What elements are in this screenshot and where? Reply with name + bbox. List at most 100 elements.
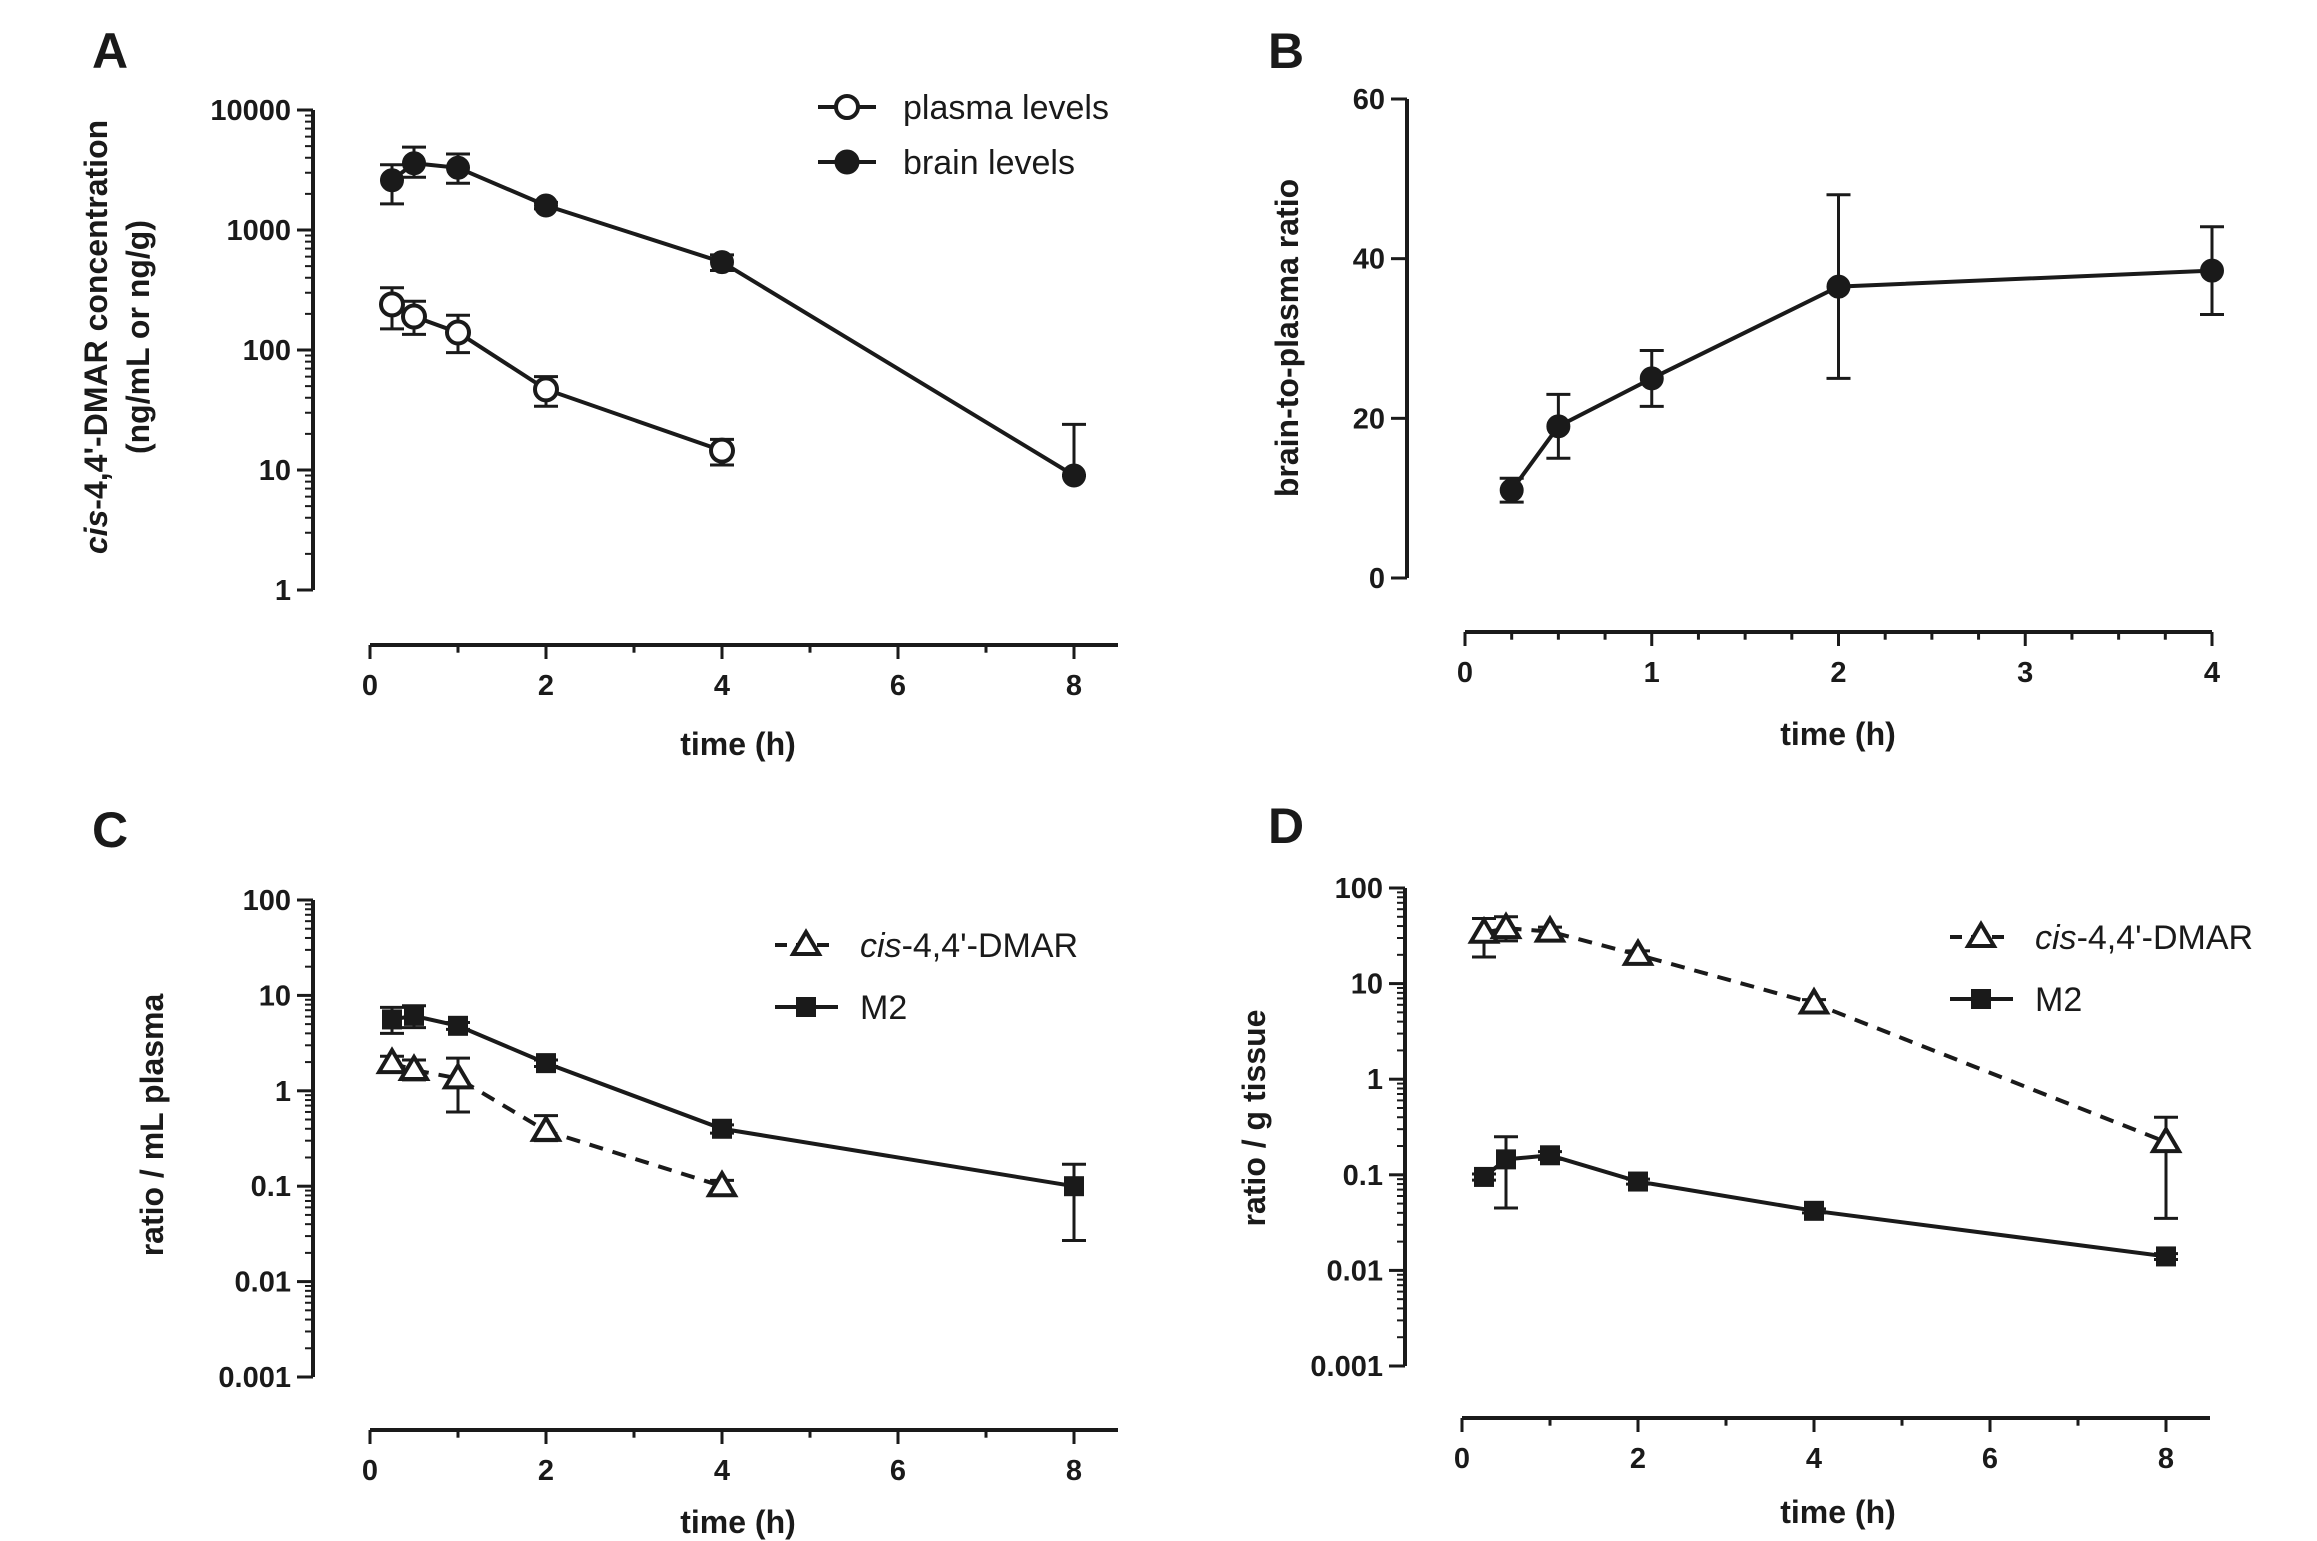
y-tick-label: 0.1	[251, 1171, 291, 1203]
legend-label-italic: cis	[2035, 919, 2077, 957]
x-axis-title: time (h)	[1780, 1494, 1896, 1530]
data-point-filled-circle	[1499, 478, 1524, 503]
data-point-open-triangle	[1797, 986, 1831, 1015]
series-line	[391, 1013, 1075, 1189]
y-tick-label: 100	[243, 885, 291, 917]
data-point-open-triangle	[2149, 1125, 2183, 1154]
data-point-open-triangle	[529, 1113, 563, 1142]
y-tick-label: 0	[1369, 563, 1385, 595]
data-point-filled-square	[448, 1015, 468, 1036]
x-tick-label: 0	[362, 1455, 378, 1487]
series-m2	[1472, 1135, 2178, 1267]
x-axis-title: time (h)	[680, 726, 796, 762]
y-axis: 0 20 40 60	[1353, 84, 1409, 595]
data-point-filled-square	[1804, 1200, 1824, 1221]
y-tick-label: 1000	[226, 215, 291, 247]
y-axis-title: ratio / g tissue	[1236, 1010, 1272, 1227]
panel-d: D 0 2 4 6 8 0.001 0.01 0.1 1 10 100 time (h) ratio…	[1236, 798, 2253, 1530]
x-tick-label: 2	[1830, 657, 1846, 689]
x-tick-label: 2	[538, 1455, 554, 1487]
data-point-filled-square	[1474, 1166, 1494, 1187]
y-tick-label: 20	[1353, 403, 1385, 435]
data-point-filled-square	[382, 1009, 402, 1030]
legend-filled-circle-marker	[834, 149, 860, 175]
legend-item-cis-dmar: cis-4,4'-DMAR	[1950, 919, 2253, 957]
legend-item-m2: M2	[1950, 981, 2082, 1019]
y-tick-label: 0.01	[1327, 1255, 1383, 1287]
x-tick-label: 6	[890, 670, 906, 702]
legend: cis-4,4'-DMAR M2	[775, 927, 1078, 1027]
data-point-open-circle	[401, 303, 427, 330]
data-point-filled-square	[1540, 1145, 1560, 1166]
x-tick-label: 4	[2204, 657, 2220, 689]
x-tick-label: 2	[1630, 1443, 1646, 1475]
data-point-filled-square	[536, 1053, 556, 1074]
x-axis-title: time (h)	[1780, 716, 1896, 752]
data-point-filled-circle	[710, 250, 734, 275]
x-tick-label: 0	[1454, 1443, 1470, 1475]
data-point-filled-circle	[2200, 258, 2224, 283]
x-tick-label: 8	[1066, 670, 1082, 702]
legend-open-triangle-marker	[789, 928, 823, 956]
y-axis-title-rest: -4,4'-DMAR concentration	[78, 120, 114, 510]
y-tick-label: 100	[243, 335, 291, 367]
y-tick-label: 0.001	[218, 1362, 291, 1394]
panel-letter: D	[1268, 798, 1304, 854]
data-point-filled-circle	[534, 193, 558, 218]
legend-label: plasma levels	[903, 89, 1109, 127]
series-ratio	[1499, 193, 2224, 504]
data-point-open-triangle	[397, 1053, 431, 1082]
legend-label: brain levels	[903, 144, 1075, 182]
x-axis: 0 2 4 6 8	[1454, 1416, 2210, 1475]
legend: plasma levels brain levels	[818, 89, 1109, 182]
data-point-filled-square	[2156, 1246, 2176, 1267]
x-tick-label: 8	[1066, 1455, 1082, 1487]
legend: cis-4,4'-DMAR M2	[1950, 919, 2253, 1019]
series-m2	[380, 1004, 1086, 1242]
x-tick-label: 6	[890, 1455, 906, 1487]
series-cis-4-4-dmar	[375, 1046, 739, 1198]
legend-label-rest: -4,4'-DMAR	[2077, 919, 2254, 957]
x-tick-label: 3	[2017, 657, 2033, 689]
y-tick-label: 1	[1367, 1064, 1383, 1096]
series-line	[1510, 268, 2213, 492]
legend-filled-square-marker	[796, 997, 816, 1017]
y-tick-label: 0.01	[235, 1267, 291, 1299]
legend-item-plasma: plasma levels	[818, 89, 1109, 127]
y-tick-label: 1	[275, 1076, 291, 1108]
panel-letter: B	[1268, 23, 1304, 79]
x-tick-label: 6	[1982, 1443, 1998, 1475]
x-tick-label: 2	[538, 670, 554, 702]
y-axis-title: brain-to-plasma ratio	[1269, 179, 1305, 497]
chart-plot: 0 2 4 6 8 0.001 0.01 0.1 1 10 100	[218, 885, 1118, 1487]
y-tick-label: 0.001	[1310, 1351, 1383, 1383]
legend-label-rest: -4,4'-DMAR	[902, 927, 1079, 965]
y-axis-title: ratio / mL plasma	[134, 993, 170, 1256]
legend-open-circle-marker	[834, 94, 860, 120]
series-cis-4-4-dmar	[1467, 911, 2183, 1220]
panel-a: A 0 2 4 6 8 1 10 100 1000 10000 time (h) cis-4,4'…	[78, 23, 1118, 762]
x-axis: 0 2 4 6 8	[362, 1428, 1118, 1487]
series-line	[390, 161, 1076, 478]
data-point-open-circle	[445, 319, 471, 346]
data-point-filled-circle	[1639, 366, 1664, 391]
series-brain-levels	[380, 145, 1086, 488]
data-point-filled-square	[1064, 1176, 1084, 1197]
data-point-open-triangle	[1533, 914, 1567, 943]
y-tick-label: 10	[1351, 969, 1383, 1001]
legend-label: cis-4,4'-DMAR	[2035, 919, 2253, 957]
x-tick-label: 0	[362, 670, 378, 702]
data-point-filled-circle	[1062, 463, 1086, 488]
x-tick-label: 8	[2158, 1443, 2174, 1475]
data-point-filled-square	[404, 1005, 424, 1026]
y-tick-label: 10000	[210, 95, 291, 127]
series-plasma-levels	[379, 286, 735, 467]
y-axis-title-italic: cis	[78, 510, 114, 554]
legend-filled-square-marker	[1971, 989, 1991, 1009]
y-tick-label: 60	[1353, 84, 1385, 116]
data-point-filled-circle	[402, 151, 426, 176]
x-axis: 0 2 4 6 8	[362, 643, 1118, 702]
y-tick-label: 10	[259, 455, 291, 487]
